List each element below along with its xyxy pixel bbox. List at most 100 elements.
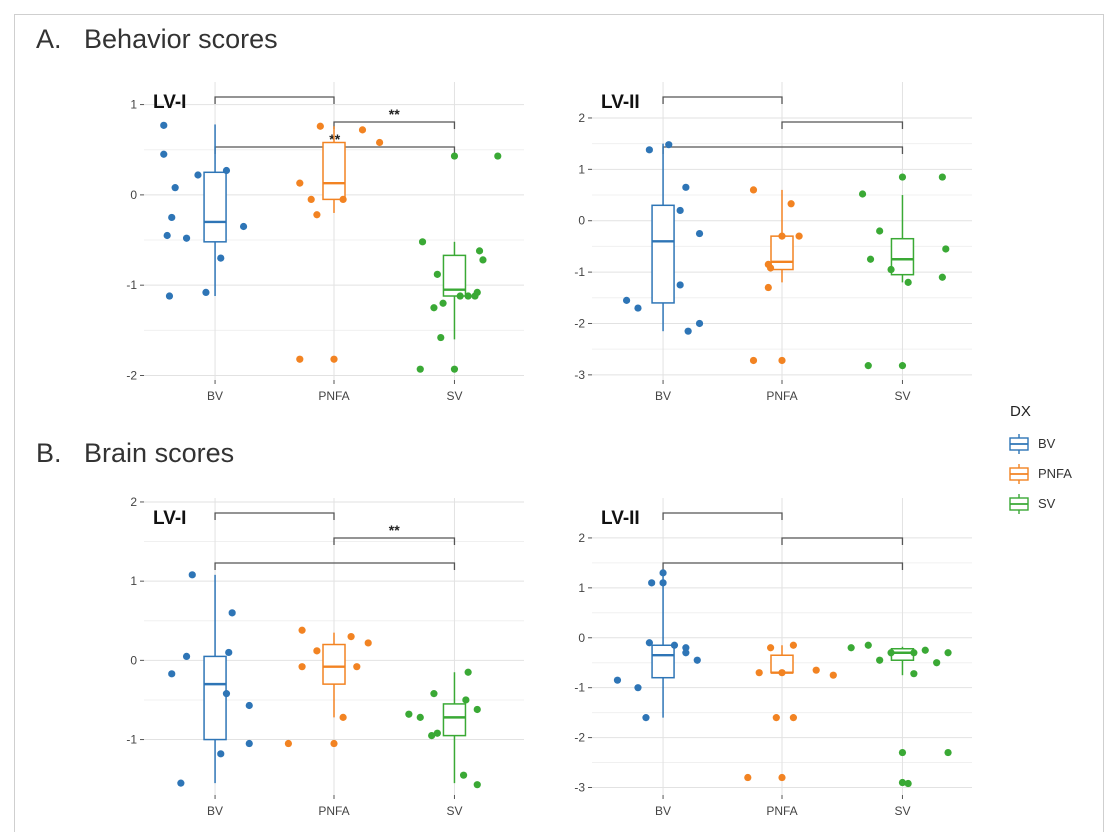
data-point [456, 292, 464, 300]
significance-bracket [781, 537, 904, 545]
data-point [938, 273, 946, 281]
data-point [165, 292, 174, 300]
section-b-label: B. [36, 438, 62, 468]
y-tick-label: -1 [126, 733, 137, 747]
y-tick-label: -2 [574, 731, 585, 745]
panel-label: LV-I [153, 92, 186, 113]
y-tick-label: -1 [574, 681, 585, 695]
data-point [433, 270, 441, 278]
legend-item: SV [1009, 494, 1056, 514]
data-point [764, 283, 772, 292]
data-point [450, 152, 459, 160]
data-point [194, 171, 202, 179]
x-tick-label: SV [446, 389, 462, 403]
data-point [245, 701, 253, 710]
data-point [898, 362, 907, 370]
data-point [239, 222, 248, 231]
data-point [682, 183, 690, 191]
data-point [339, 713, 347, 721]
data-point [245, 739, 253, 748]
data-point [789, 714, 798, 722]
box-iqr [651, 644, 675, 679]
data-point [648, 579, 656, 587]
data-point [296, 355, 304, 363]
data-point [767, 264, 775, 272]
panel-label: LV-II [601, 508, 640, 529]
box-iqr [770, 235, 794, 271]
data-point [418, 238, 427, 246]
data-point [676, 281, 684, 289]
data-point [749, 186, 758, 194]
data-point [168, 213, 176, 222]
y-tick-label: -3 [574, 781, 585, 795]
data-point [307, 195, 315, 203]
x-tick-label: BV [207, 804, 223, 818]
data-point [787, 200, 795, 208]
data-point [944, 649, 952, 657]
section-a-title: A. Behavior scores [36, 24, 278, 55]
significance-bracket [662, 512, 783, 520]
box-iqr [890, 237, 915, 276]
data-point [475, 247, 484, 255]
y-tick-label: -3 [574, 368, 585, 382]
data-point [778, 669, 786, 677]
data-point [778, 232, 786, 240]
data-point [479, 256, 487, 264]
data-point [812, 666, 820, 674]
legend-item: BV [1009, 434, 1056, 454]
data-point [376, 138, 384, 147]
data-point [749, 356, 758, 365]
data-point [222, 690, 231, 698]
significance-bracket [662, 562, 904, 570]
box-iqr [203, 171, 227, 243]
data-point [829, 671, 837, 679]
data-point [887, 265, 895, 274]
data-point [182, 652, 191, 661]
y-tick-label: -1 [574, 265, 585, 279]
y-tick-label: 1 [130, 98, 137, 112]
data-point [695, 319, 704, 328]
data-point [364, 639, 372, 647]
data-point [188, 571, 196, 579]
panel-2: -1 0 1 2 BV PNFA SV LV-I ** [126, 495, 524, 818]
data-point [298, 663, 306, 671]
panel-label: LV-I [153, 508, 186, 529]
data-point [163, 231, 171, 240]
data-point [682, 649, 690, 657]
box-iqr [442, 254, 467, 297]
data-point [642, 714, 650, 722]
data-point [416, 713, 424, 721]
box-iqr [890, 647, 915, 661]
data-point [298, 626, 306, 634]
data-point [177, 779, 185, 787]
data-point [866, 255, 875, 263]
data-point [450, 365, 459, 373]
data-point [684, 327, 692, 335]
data-point [405, 710, 413, 718]
data-point [284, 739, 292, 748]
y-tick-label: 1 [578, 162, 585, 176]
data-point [330, 739, 338, 748]
data-point [670, 641, 679, 649]
data-point [772, 714, 780, 722]
legend-title: DX [1010, 403, 1031, 420]
significance-label: ** [389, 522, 400, 538]
data-point [358, 126, 367, 134]
data-point [353, 663, 361, 671]
data-point [898, 748, 907, 757]
data-point [313, 647, 321, 655]
significance-bracket [333, 537, 456, 545]
data-point [296, 179, 304, 187]
significance-bracket [214, 512, 335, 520]
data-point [160, 121, 168, 129]
data-point [182, 234, 191, 242]
data-point [898, 778, 907, 787]
data-point [473, 705, 481, 714]
y-tick-label: 0 [578, 214, 585, 228]
data-point [347, 633, 355, 641]
data-point [789, 641, 798, 649]
y-tick-label: -2 [574, 316, 585, 330]
y-tick-label: 1 [578, 581, 585, 595]
y-tick-label: 2 [578, 111, 585, 125]
legend-label: BV [1038, 436, 1056, 451]
